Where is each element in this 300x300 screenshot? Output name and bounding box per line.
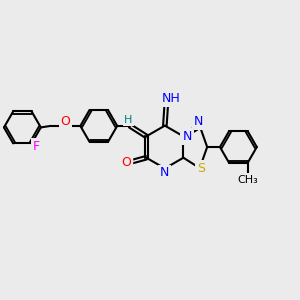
Text: O: O <box>61 115 70 128</box>
Text: N: N <box>194 115 203 128</box>
Text: NH: NH <box>161 92 180 105</box>
Text: O: O <box>122 156 131 169</box>
Text: N: N <box>182 130 192 143</box>
Text: H: H <box>124 115 133 125</box>
Bar <box>32 142 40 151</box>
Bar <box>123 116 134 124</box>
Bar <box>194 117 203 126</box>
Text: S: S <box>197 162 205 175</box>
Bar <box>160 169 169 177</box>
Text: CH₃: CH₃ <box>237 175 258 185</box>
Bar <box>61 117 70 126</box>
Text: F: F <box>32 140 40 153</box>
Text: N: N <box>160 167 170 179</box>
Bar <box>121 158 132 167</box>
Bar <box>163 94 179 103</box>
Bar <box>182 132 191 140</box>
Bar <box>239 176 256 184</box>
Bar <box>197 164 206 172</box>
